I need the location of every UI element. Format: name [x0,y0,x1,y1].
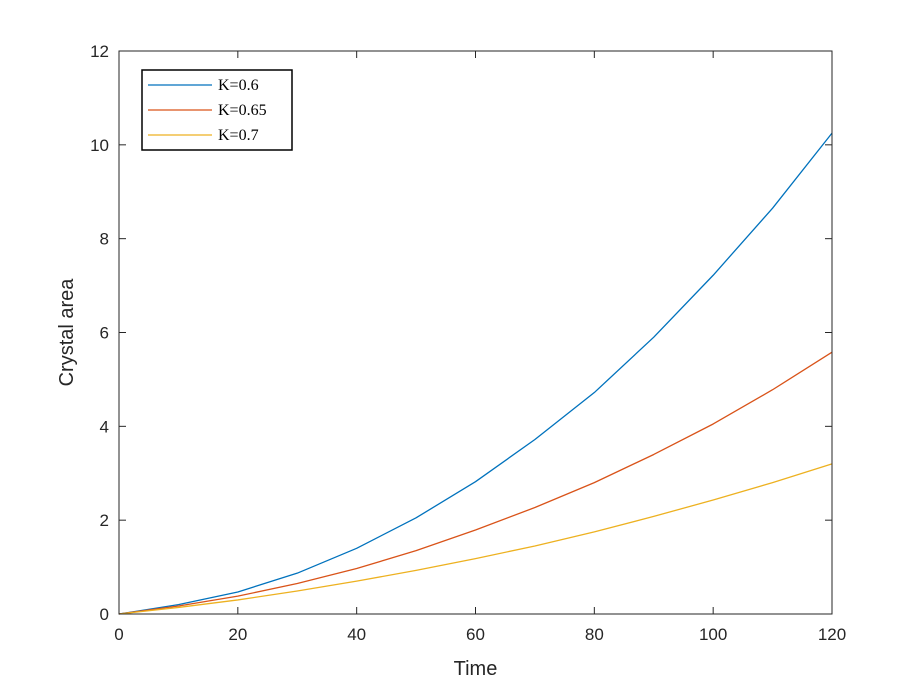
series-line-3 [118,463,833,615]
x-tick-label: 60 [466,625,485,644]
x-tick-label: 80 [585,625,604,644]
x-tick-label: 100 [699,625,727,644]
x-axis-title: Time [454,658,498,680]
x-tick-label: 120 [818,625,846,644]
x-tick-label: 0 [114,625,123,644]
y-tick-label: 0 [100,605,109,624]
y-tick-label: 6 [100,324,109,343]
legend-label-3: K=0.7 [218,127,259,144]
y-axis-title: Crystal area [56,278,78,387]
legend-label-2: K=0.65 [218,102,267,119]
legend: K=0.6 K=0.65 K=0.7 [141,69,293,151]
axes-group: 0 20 40 60 80 100 120 0 2 4 6 8 10 12 [90,42,846,644]
series-group [118,132,833,615]
y-tick-label: 10 [90,136,109,155]
y-tick-label: 4 [100,417,109,436]
y-tick-label: 2 [100,511,109,530]
series-line-2 [118,351,833,615]
legend-label-1: K=0.6 [218,77,259,94]
x-tick-label: 20 [228,625,247,644]
y-tick-label: 12 [90,42,109,61]
y-tick-label: 8 [100,230,109,249]
x-tick-label: 40 [347,625,366,644]
series-line-1 [118,132,833,615]
